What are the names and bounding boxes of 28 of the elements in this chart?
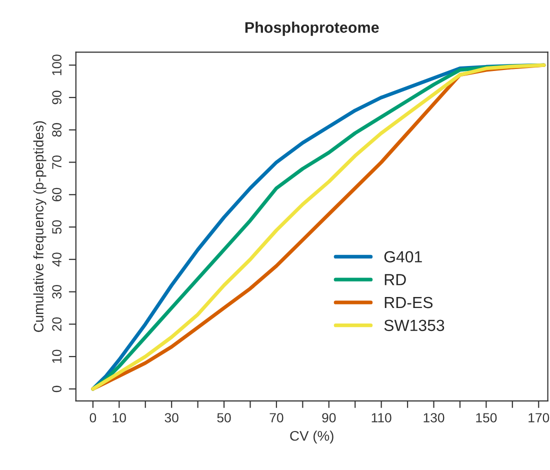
- chart-title: Phosphoproteome: [245, 22, 379, 36]
- y-tick-label: 40: [52, 252, 62, 266]
- y-axis-title: Cumulative frequency (p-peptides): [33, 121, 46, 332]
- x-tick-label: 130: [424, 413, 444, 422]
- x-tick-label: 0: [90, 413, 96, 422]
- y-tick-label: 0: [52, 386, 62, 392]
- y-tick-label: 20: [52, 317, 62, 331]
- x-tick-label: 70: [270, 413, 284, 422]
- legend-label: RD-ES: [384, 296, 433, 308]
- y-tick-label: 30: [52, 284, 62, 299]
- legend-label: RD: [384, 274, 406, 286]
- x-axis-title: CV (%): [290, 430, 334, 444]
- x-tick-label: 150: [476, 413, 497, 422]
- x-tick-label: 10: [112, 413, 126, 422]
- x-tick-label: 110: [372, 413, 392, 422]
- legend-label: G401: [384, 251, 422, 262]
- y-tick-label: 70: [52, 155, 62, 169]
- y-tick-label: 100: [52, 54, 62, 76]
- y-tick-label: 80: [52, 123, 62, 137]
- x-tick-label: 90: [322, 413, 336, 422]
- y-tick-label: 60: [52, 188, 62, 202]
- x-tick-label: 50: [217, 413, 231, 422]
- x-tick-label: 30: [164, 413, 178, 422]
- x-tick-label: 170: [528, 413, 550, 422]
- y-tick-label: 10: [52, 350, 62, 363]
- y-tick-label: 90: [52, 90, 62, 104]
- y-tick-label: 50: [52, 220, 62, 234]
- legend-label: SW1353: [384, 320, 444, 332]
